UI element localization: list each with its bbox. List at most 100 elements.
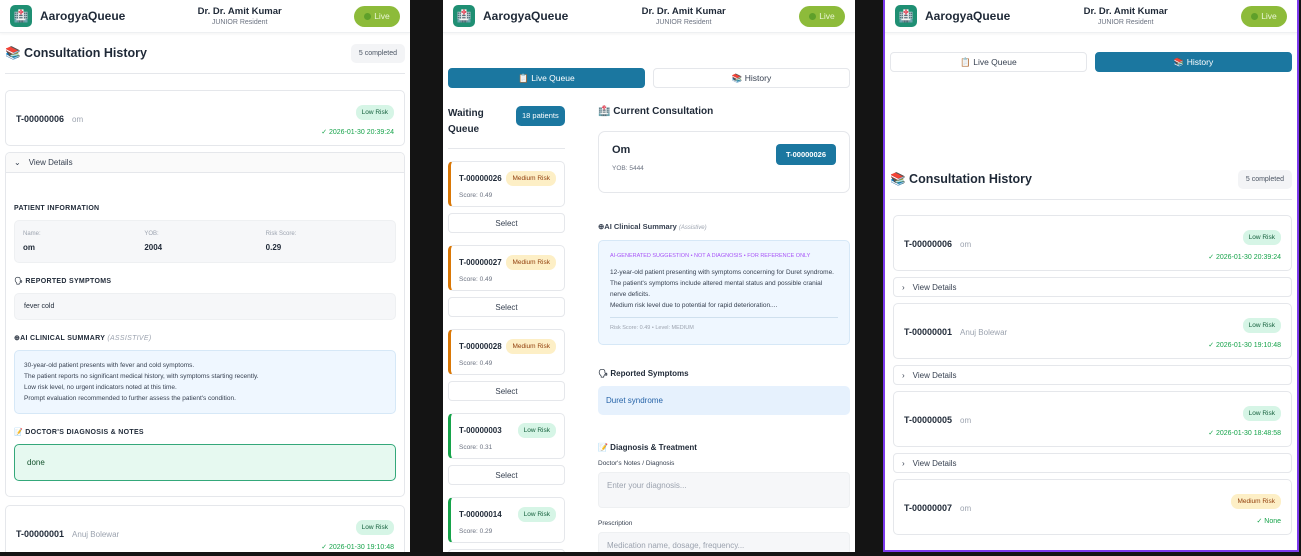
app-header: 🏥 AarogyaQueue Dr. Dr. Amit Kumar JUNIOR Re… — [443, 0, 855, 33]
live-label: Live — [819, 11, 835, 21]
notes-label: Doctor's Notes / Diagnosis — [598, 460, 675, 467]
details-expanded: ⌄ View Details PATIENT INFORMATION Name:… — [5, 152, 405, 497]
history-card: T-00000006 om Low Risk ✓ 2026-01-30 20:39:2… — [893, 215, 1292, 271]
status-dot-icon — [809, 12, 817, 20]
select-button[interactable]: Select — [448, 465, 565, 485]
queue-item[interactable]: T-00000014 Low Risk Score: 0.29 — [448, 497, 565, 543]
select-button[interactable]: Select — [448, 549, 565, 552]
status-dot-icon — [364, 12, 372, 20]
view-details-toggle[interactable]: › View Details — [893, 453, 1292, 473]
ticket-id: T-00000001 — [16, 529, 65, 539]
app-header: 🏥 AarogyaQueue Dr. Dr. Amit Kumar JUNIOR Re… — [885, 0, 1297, 33]
risk-badge: Low Risk — [355, 519, 394, 535]
tab-live-queue[interactable]: 📋 Live Queue — [448, 68, 645, 88]
ticket-id: T-00000014 — [459, 510, 502, 519]
live-status-button[interactable]: Live — [353, 5, 400, 27]
select-button[interactable]: Select — [448, 297, 565, 317]
risk-score: Score: 0.49 — [459, 192, 493, 199]
symptoms-box: Duret syndrome — [598, 386, 850, 415]
select-button[interactable]: Select — [448, 213, 565, 233]
doctor-name: Dr. Dr. Amit Kumar — [641, 6, 726, 17]
queue-item[interactable]: T-00000026 Medium Risk Score: 0.49 — [448, 161, 565, 207]
ticket-id: T-00000005 — [904, 415, 953, 425]
notes-title: 📝 DOCTOR'S DIAGNOSIS & NOTES — [14, 429, 144, 436]
app-name: AarogyaQueue — [40, 9, 126, 23]
app-header: 🏥 AarogyaQueue Dr. Dr. Amit Kumar JUNIOR Re… — [0, 0, 410, 33]
history-card: T-00000005 om Low Risk ✓ 2026-01-30 18:48:5… — [893, 391, 1292, 447]
yob-label: YOB: — [144, 231, 159, 237]
ticket-id: T-00000006 — [16, 114, 65, 124]
chevron-down-icon: ⌄ — [14, 158, 21, 167]
symptoms-title: 🗣 REPORTED SYMPTOMS — [14, 278, 112, 285]
history-card: T-00000001 Anuj Bolewar Low Risk ✓ 2026-01-… — [893, 303, 1292, 359]
risk-score: Score: 0.49 — [459, 276, 493, 283]
risk-score-label: Risk Score: — [265, 231, 297, 237]
patient-name: om — [72, 115, 84, 124]
doctor-name: Dr. Dr. Amit Kumar — [197, 6, 282, 17]
app-name: AarogyaQueue — [483, 9, 569, 23]
chevron-right-icon: › — [902, 282, 905, 292]
risk-badge: Medium Risk — [506, 339, 556, 354]
prescription-input[interactable]: Medication name, dosage, frequency... — [598, 532, 850, 552]
ai-summary-title: ⊕AI CLINICAL SUMMARY — [14, 335, 106, 342]
live-label: Live — [374, 11, 390, 21]
consultation-title: 🏥 Current Consultation — [598, 106, 714, 117]
risk-badge: Low Risk — [355, 104, 394, 120]
history-title: 📚 Consultation History — [5, 46, 147, 60]
ticket-id: T-00000007 — [904, 503, 953, 513]
view-details-toggle[interactable]: › View Details — [893, 365, 1292, 385]
ticket-id: T-00000003 — [459, 426, 502, 435]
risk-badge: Medium Risk — [506, 171, 556, 186]
status-dot-icon — [1251, 12, 1259, 20]
ai-summary-box: 30-year-old patient presents with fever … — [14, 350, 396, 414]
patient-name: om — [960, 504, 972, 513]
risk-badge: Medium Risk — [1231, 493, 1281, 509]
patient-info: Name: om YOB: 2004 Risk Score: 0.29 — [14, 220, 396, 263]
ai-summary-line: Prompt evaluation recommended to further… — [24, 395, 236, 402]
history-panel: 🏥 AarogyaQueue Dr. Dr. Amit Kumar JUNIOR Re… — [883, 0, 1299, 552]
doctor-role: JUNIOR Resident — [655, 19, 712, 26]
completed-count: 5 completed — [350, 44, 405, 63]
ai-summary-line: 30-year-old patient presents with fever … — [24, 362, 195, 369]
select-button[interactable]: Select — [448, 381, 565, 401]
waiting-queue: Waiting Queue 18 patients T-00000026 Medi… — [448, 106, 565, 552]
ticket-id: T-00000028 — [459, 342, 502, 351]
patient-name: Om — [612, 144, 631, 156]
ai-tag: (Assistive) — [678, 225, 707, 231]
symptoms-box: fever cold — [14, 293, 396, 320]
tab-history[interactable]: 📚 History — [1095, 52, 1292, 72]
tab-live-queue[interactable]: 📋 Live Queue — [890, 52, 1087, 72]
completed-time: ✓ 2026-01-30 18:48:58 — [1208, 429, 1281, 437]
live-status-button[interactable]: Live — [1240, 5, 1287, 27]
risk-badge: Low Risk — [1242, 229, 1281, 245]
queue-item[interactable]: T-00000003 Low Risk Score: 0.31 — [448, 413, 565, 459]
risk-score-value: 0.29 — [265, 243, 282, 252]
diagnosis-title: 📝 Diagnosis & Treatment — [598, 443, 697, 452]
ai-summary-line: 12-year-old patient presenting with symp… — [610, 269, 834, 276]
history-title: 📚 Consultation History — [890, 172, 1032, 186]
yob-value: 2004 — [144, 243, 163, 252]
patient-name: om — [960, 416, 972, 425]
current-consultation: 🏥 Current Consultation Om YOB: 5444 T-000… — [598, 106, 850, 552]
completed-time: ✓ 2026-01-30 19:10:48 — [1208, 341, 1281, 349]
ai-summary-line: Medium risk level due to potential for r… — [610, 302, 778, 309]
live-queue-panel: 🏥 AarogyaQueue Dr. Dr. Amit Kumar JUNIOR Re… — [443, 0, 855, 552]
patient-name: Anuj Bolewar — [960, 328, 1008, 337]
waiting-queue-title: Waiting Queue — [448, 108, 484, 135]
live-status-button[interactable]: Live — [798, 5, 845, 27]
queue-item[interactable]: T-00000027 Medium Risk Score: 0.49 — [448, 245, 565, 291]
patient-name: om — [960, 240, 972, 249]
doctor-name: Dr. Dr. Amit Kumar — [1083, 6, 1168, 17]
view-details-toggle[interactable]: ⌄ View Details — [6, 153, 404, 173]
view-details-toggle[interactable]: › View Details — [893, 277, 1292, 297]
ai-summary-line: The patient reports no significant medic… — [24, 373, 259, 380]
diagnosis-input[interactable]: Enter your diagnosis... — [598, 472, 850, 508]
app-name: AarogyaQueue — [925, 9, 1011, 23]
chevron-right-icon: › — [902, 458, 905, 468]
queue-item[interactable]: T-00000028 Medium Risk Score: 0.49 — [448, 329, 565, 375]
history-header: 📚 Consultation History 5 completed — [5, 44, 405, 74]
doctor-role: JUNIOR Resident — [211, 19, 268, 26]
ai-summary-line: The patient's symptoms include altered m… — [610, 280, 823, 298]
tab-history[interactable]: 📚 History — [653, 68, 850, 88]
ticket-id: T-00000027 — [459, 258, 502, 267]
